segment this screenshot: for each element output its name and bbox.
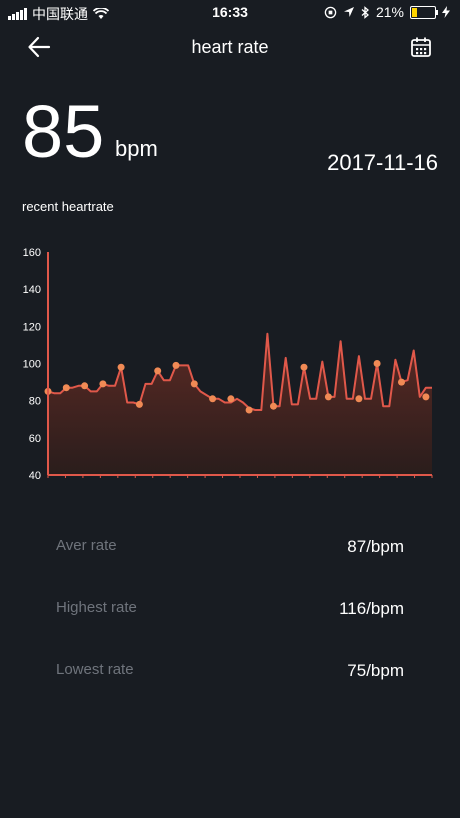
bluetooth-icon [361,5,369,19]
chart-point-4 [117,363,125,371]
calendar-icon[interactable] [410,36,432,58]
chart-series-line [47,332,432,411]
stat-row-average: Aver rate 87/bpm [56,537,404,561]
chart-point-16 [373,360,381,367]
status-left: 中国联通 [8,4,109,24]
status-time: 16:33 [212,4,248,20]
chart-point-17 [398,378,405,386]
chart-point-8 [190,380,198,388]
back-arrow-icon[interactable] [26,34,52,60]
chart-point-9 [209,395,217,403]
location-icon [343,7,354,17]
stat-value-lowest: 75/bpm [347,661,404,680]
chart-point-14 [324,393,332,401]
current-bpm-value: 85 [22,90,105,173]
battery-icon [410,5,438,19]
chart-point-13 [300,363,308,371]
chart-point-18 [422,393,430,401]
battery-percent: 21% [375,4,404,20]
stat-row-highest: Highest rate 116/bpm [56,599,404,623]
signal-icon [8,8,27,20]
chart-point-15 [355,395,363,403]
stat-label-lowest: Lowest rate [56,661,134,678]
y-tick-label: 40 [29,470,41,482]
wifi-icon [93,8,109,19]
current-bpm-unit: bpm [115,136,158,161]
chart-point-2 [81,382,89,390]
chart-point-12 [270,402,277,410]
stat-label-highest: Highest rate [56,599,137,616]
status-right: 21% [324,4,450,20]
stat-value-average: 87/bpm [347,537,404,556]
chart-y-axis-ticks: 40 60 80 100 120 140 160 [23,247,41,482]
chart-point-5 [135,400,143,408]
page-title: heart rate [191,37,269,57]
heart-rate-chart: 40 60 80 100 120 140 160 [23,247,433,482]
chart-section-label: recent heartrate [22,199,114,214]
y-tick-label: 100 [23,359,41,371]
chart-area-fill [48,333,432,475]
chart-point-6 [154,367,162,375]
stat-value-highest: 116/bpm [339,599,404,618]
y-tick-label: 140 [23,284,41,296]
y-tick-label: 80 [29,396,41,408]
chart-point-3 [99,380,107,388]
stat-row-lowest: Lowest rate 75/bpm [56,661,404,685]
y-tick-label: 60 [29,433,41,445]
nav-bar: heart rate [0,28,460,68]
carrier-name: 中国联通 [32,6,88,22]
orientation-lock-icon [324,6,337,18]
chart-markers [44,360,430,414]
chart-point-11 [245,406,253,414]
chart-point-1 [62,384,70,392]
stat-label-average: Aver rate [56,537,117,554]
y-tick-label: 160 [23,247,41,259]
charging-icon [442,6,450,18]
y-tick-label: 120 [23,321,41,333]
measurement-date: 2017-11-16 [327,150,438,175]
status-bar: 中国联通 16:33 21% [0,0,460,24]
chart-point-10 [227,395,235,403]
chart-point-7 [172,361,180,369]
